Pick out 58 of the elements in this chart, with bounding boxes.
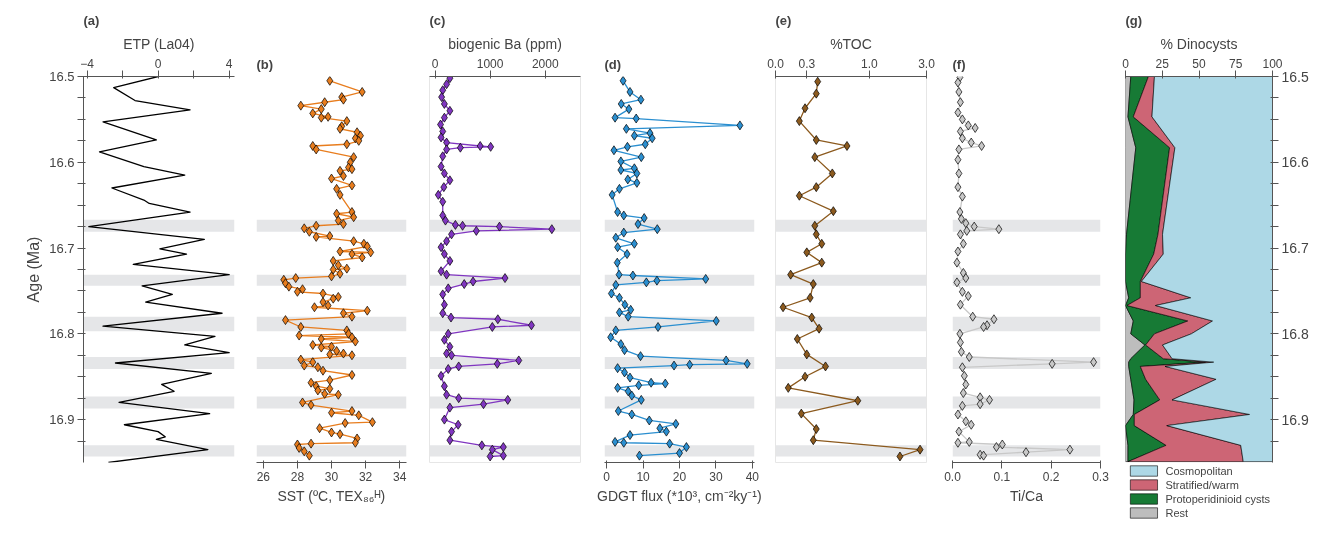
chart-title: (d)	[604, 56, 622, 72]
chart-title: (f)	[952, 56, 966, 72]
x-tick-label: 0.3	[1092, 469, 1110, 484]
x-tick-label: 26	[256, 469, 271, 484]
x-axis-title: SST (ºC, TEX₈₆ᴴ)	[277, 487, 386, 504]
x-tick-label: 1.0	[861, 56, 879, 71]
legend-label: Cosmopolitan	[1165, 464, 1233, 477]
legend-label: Rest	[1165, 506, 1189, 519]
x-tick-label: 30	[324, 469, 339, 484]
x-tick-label: 10	[636, 469, 651, 484]
y-tick-label: 16.5	[1281, 68, 1309, 85]
x-tick-label: 50	[1192, 56, 1206, 71]
x-tick-label: 32	[358, 469, 373, 484]
x-axis-title: biogenic Ba (ppm)	[448, 35, 562, 52]
x-tick-label: 0.2	[1042, 469, 1060, 484]
legend-label: Stratified/warm	[1165, 478, 1239, 491]
y-tick-label: 16.6	[49, 154, 75, 170]
x-axis-title: Ti/Ca	[1010, 487, 1044, 504]
y-tick-label: 16.6	[1281, 154, 1309, 171]
x-tick-label: 75	[1229, 56, 1243, 71]
y-axis-title: Age (Ma)	[25, 236, 43, 303]
x-tick-label: 40	[745, 469, 760, 484]
x-tick-label: 4	[225, 56, 233, 71]
chart-title: (b)	[256, 56, 274, 72]
x-tick-label: 0	[431, 56, 439, 71]
x-tick-label: 2000	[531, 56, 559, 71]
x-tick-label: 0	[154, 56, 162, 71]
x-axis-title: %TOC	[830, 35, 872, 52]
x-tick-label: −4	[80, 56, 95, 71]
y-tick-label: 16.9	[49, 412, 75, 428]
x-axis-title: ETP (La04)	[123, 35, 195, 52]
x-tick-label: 0.3	[798, 56, 816, 71]
y-tick-label: 16.9	[1281, 411, 1309, 428]
x-tick-label: 1000	[476, 56, 504, 71]
y-tick-label: 16.5	[49, 69, 75, 84]
x-tick-label: 34	[393, 469, 407, 484]
x-tick-label: 30	[709, 469, 723, 484]
x-tick-label: 100	[1262, 56, 1283, 71]
y-tick-label: 16.7	[49, 240, 75, 256]
x-tick-label: 0	[603, 469, 611, 484]
x-tick-label: 28	[290, 469, 305, 484]
x-tick-label: 0.1	[993, 469, 1011, 484]
chart-title: (c)	[429, 12, 446, 28]
x-tick-label: 0.0	[767, 56, 785, 71]
x-axis-title: % Dinocysts	[1160, 35, 1238, 52]
x-tick-label: 3.0	[918, 56, 936, 71]
chart-title: (e)	[775, 12, 792, 28]
legend-label: Protoperidinioid cysts	[1165, 492, 1270, 505]
x-tick-label: 0	[1122, 56, 1130, 71]
x-axis-title: GDGT flux (*10³, cm⁻²ky⁻¹)	[597, 487, 762, 504]
y-tick-label: 16.8	[49, 326, 75, 342]
y-tick-label: 16.8	[1281, 325, 1309, 342]
y-tick-label: 16.7	[1281, 240, 1309, 257]
chart-title: (a)	[83, 12, 100, 28]
x-tick-label: 0.0	[944, 469, 962, 484]
x-tick-label: 20	[672, 469, 687, 484]
x-tick-label: 25	[1155, 56, 1170, 71]
chart-title: (g)	[1125, 12, 1143, 28]
